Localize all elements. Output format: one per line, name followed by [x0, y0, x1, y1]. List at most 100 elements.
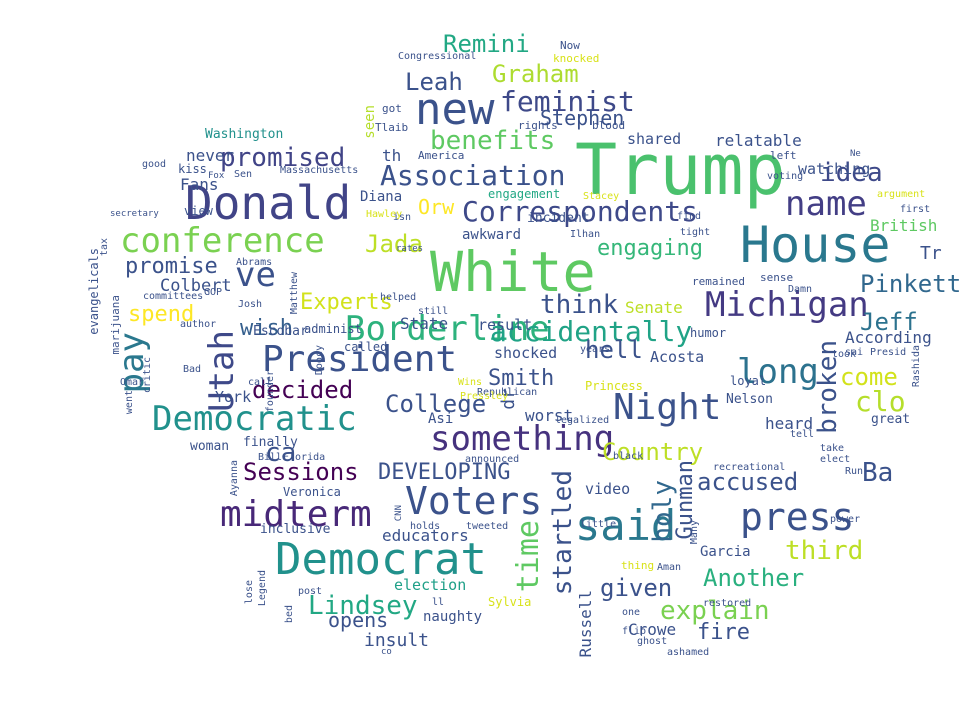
word-tweeted: tweeted	[466, 521, 509, 532]
word-damn: Damn	[788, 284, 813, 295]
word-stacey: Stacey	[583, 191, 620, 202]
word-watching: watching	[798, 160, 871, 178]
word-garcia: Garcia	[700, 544, 751, 560]
word-naughty: naughty	[423, 609, 483, 625]
word-went: went	[124, 390, 135, 415]
word-opens: opens	[328, 608, 389, 632]
word-explain: explain	[660, 596, 770, 626]
word-house: House	[740, 216, 891, 274]
word-take: take	[820, 443, 845, 454]
word-helped: helped	[380, 292, 417, 303]
word-called: called	[344, 340, 388, 354]
word-tell: tell	[790, 429, 815, 440]
word-humor: humor	[690, 326, 727, 340]
word-matthew: Matthew	[289, 272, 300, 315]
word-years: years	[580, 344, 611, 355]
word-said: said	[575, 501, 677, 550]
word-bill: Bill	[258, 452, 283, 463]
word-british: British	[870, 216, 938, 235]
word-never: never	[186, 146, 235, 165]
word-acosta: Acosta	[650, 348, 705, 366]
word-abrams: Abrams	[236, 257, 273, 268]
word-shared: shared	[627, 130, 682, 148]
word-engaging: engaging	[597, 236, 703, 261]
word-pinkett: Pinkett	[860, 270, 962, 298]
word-sylvia: Sylvia	[488, 595, 532, 609]
word-princess: Princess	[585, 379, 643, 393]
word-founder: founder	[265, 370, 276, 413]
word-one: one	[622, 607, 641, 618]
word-tr: Tr	[920, 243, 942, 264]
word-blood: blood	[592, 119, 626, 132]
word-rates: rates	[396, 244, 424, 254]
word-escobar: Escobar	[253, 324, 308, 339]
word-insult: insult	[364, 630, 430, 651]
word-ayanna: Ayanna	[229, 460, 240, 497]
word-recreational: recreational	[713, 462, 786, 473]
word-kiss: kiss	[178, 162, 207, 176]
word-first: first	[900, 204, 931, 215]
word-tax: tax	[99, 238, 110, 257]
word-incident: incident	[527, 211, 590, 226]
word-result: result	[478, 316, 533, 334]
word-still: still	[418, 306, 449, 317]
word-correspondents: Correspondents	[462, 195, 699, 228]
word-author: author	[180, 319, 217, 330]
word-senate: Senate	[625, 298, 683, 317]
word-democratic: Democratic	[152, 399, 357, 439]
word-legalized: legalized	[555, 415, 610, 426]
word-election: election	[394, 576, 467, 594]
word-fire: fire	[697, 620, 750, 645]
word-omar: Omar	[120, 377, 145, 388]
word-experts: Experts	[300, 290, 393, 315]
word-new: new	[415, 84, 495, 135]
word-inclusive: inclusive	[260, 522, 331, 537]
word-time: time	[511, 520, 546, 593]
word-donald: Donald	[185, 176, 352, 230]
word-smith: Smith	[488, 366, 555, 391]
word-think: think	[540, 290, 619, 320]
word-loyal: loyal	[730, 374, 767, 388]
word-according: According	[845, 328, 932, 347]
word-jeff: Jeff	[860, 308, 918, 336]
word-ne: Ne	[850, 149, 861, 159]
word-ca: ca	[265, 438, 297, 468]
word-crowe: Crowe	[628, 620, 677, 639]
word-bad: Bad	[183, 364, 202, 375]
word-michigan: Michigan	[705, 285, 869, 325]
word-ilhan: Ilhan	[570, 229, 601, 240]
word-wins: Wins	[458, 377, 483, 388]
word-legend: Legend	[257, 570, 268, 607]
word-feminist: feminist	[500, 85, 635, 118]
word-doocy: Doocy	[314, 345, 325, 376]
word-accused: accused	[697, 468, 799, 496]
word-ashamed: ashamed	[667, 647, 710, 658]
word-committees: committees	[143, 291, 204, 302]
word-aman: Aman	[657, 562, 682, 573]
word-ba: Ba	[862, 458, 894, 488]
word-pressley: Pressley	[460, 391, 509, 402]
word-left: left	[770, 149, 797, 162]
word-ll: ll	[432, 597, 445, 608]
word-engagement: engagement	[488, 187, 561, 201]
word-third: third	[785, 536, 864, 566]
word-black: black	[613, 451, 644, 462]
word-nelson: Nelson	[726, 392, 773, 407]
word-conference: conference	[120, 221, 325, 261]
word-lose: lose	[244, 580, 255, 605]
word-something: something	[430, 419, 615, 459]
word-good: good	[142, 159, 167, 170]
word-jada: Jada	[365, 230, 423, 258]
word-knocked: knocked	[553, 52, 600, 65]
word-relatable: relatable	[715, 131, 802, 150]
word-sense: sense	[760, 271, 794, 284]
word-voters: Voters	[405, 479, 543, 523]
word-josh: Josh	[238, 299, 263, 310]
word-awkward: awkward	[462, 227, 522, 243]
word-thing: thing	[621, 559, 655, 572]
word-republican: Republican	[477, 387, 538, 398]
word-stephen: Stephen	[540, 106, 625, 130]
word-remained: remained	[692, 275, 745, 288]
word-florida: Florida	[283, 452, 326, 463]
